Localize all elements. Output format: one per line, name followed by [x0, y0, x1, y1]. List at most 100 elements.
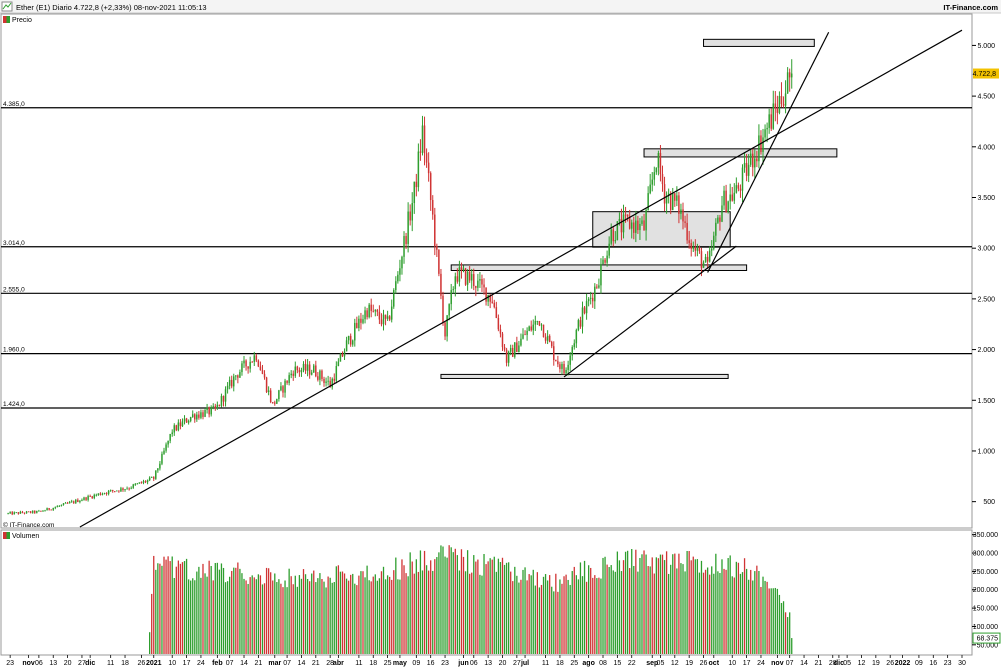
volume-legend: Volumen: [3, 532, 39, 540]
volume-legend-swatch-down: [3, 532, 7, 539]
volume-y-tick-label: 350.000: [973, 532, 998, 539]
candle-body: [226, 385, 229, 390]
candle-body: [464, 268, 467, 285]
date-tick-label: 18: [556, 660, 564, 667]
candle-body: [585, 301, 588, 314]
candle-body: [294, 366, 297, 376]
candle-body: [780, 96, 783, 105]
candle-body: [204, 410, 206, 417]
candle-body: [587, 298, 590, 302]
candle-body: [302, 363, 305, 371]
candle-body: [692, 246, 695, 249]
candle-body: [717, 217, 719, 223]
candle-body: [772, 103, 775, 129]
candle-body: [483, 284, 485, 288]
candle-body: [105, 493, 108, 494]
candle-body: [165, 444, 167, 451]
date-tick-label: 06: [35, 660, 43, 667]
candle-body: [786, 72, 789, 94]
candle-body: [214, 406, 217, 409]
candle-body: [362, 319, 364, 323]
chart-title: Ether (E1) Diario 4.722,8 (+2,33%) 08-no…: [16, 3, 207, 12]
candle-body: [370, 304, 372, 311]
candle-body: [196, 414, 198, 420]
candle-body: [754, 158, 756, 168]
candle-body: [788, 72, 791, 78]
horizontal-level-label: 4.385,0: [3, 101, 25, 108]
candle-body: [58, 505, 61, 507]
date-tick-label: 12: [671, 660, 679, 667]
candle-body: [641, 220, 643, 224]
candle-body: [657, 153, 660, 168]
candle-body: [386, 316, 389, 319]
date-tick-label: 09: [915, 660, 923, 667]
candle-body: [206, 407, 208, 411]
candle-body: [643, 220, 645, 231]
last-price-badge: [973, 68, 999, 79]
candle-body: [415, 181, 418, 188]
candle-body: [706, 256, 709, 262]
date-tick-label: 11: [107, 660, 114, 667]
candle-body: [384, 314, 387, 319]
candle-body: [501, 333, 504, 348]
date-tick-label: 14: [240, 660, 248, 667]
horizontal-level-label: 1.960,0: [3, 347, 25, 354]
candle-body: [569, 355, 571, 365]
last-price-label: 4.722,8: [973, 71, 996, 78]
candle-body: [419, 151, 422, 153]
price-y-tick-label: 3.500: [977, 195, 995, 202]
candle-body: [134, 484, 137, 485]
candle-body: [153, 477, 155, 479]
candle-body: [610, 229, 612, 244]
date-tick-label: 24: [757, 660, 765, 667]
candle-body: [616, 221, 619, 241]
candle-body: [598, 285, 600, 288]
candle-body: [364, 310, 366, 320]
candle-body: [101, 493, 104, 495]
candle-body: [347, 335, 350, 341]
candle-body: [770, 114, 772, 129]
candle-body: [442, 295, 444, 323]
candle-body: [745, 162, 748, 176]
candle-body: [36, 511, 38, 513]
candle-body: [34, 510, 36, 513]
date-tick-label: 26: [886, 660, 894, 667]
candle-body: [15, 512, 18, 514]
date-tick-label: 06: [470, 660, 478, 667]
candle-body: [48, 508, 50, 510]
last-volume-label: 68.375: [977, 636, 999, 643]
candle-body: [89, 496, 91, 497]
candle-body: [686, 222, 688, 241]
candle-body: [719, 217, 721, 222]
candle-body: [589, 297, 592, 299]
candle-body: [310, 372, 313, 375]
candle-body: [7, 513, 9, 514]
candle-body: [333, 378, 336, 381]
candle-body: [481, 279, 483, 285]
candle-body: [349, 335, 352, 345]
date-tick-label: abr: [333, 660, 344, 667]
date-tick-label: 20: [64, 660, 72, 667]
candle-body: [130, 487, 132, 489]
date-tick-label: 25: [570, 660, 578, 667]
candle-body: [95, 494, 98, 496]
candle-body: [212, 406, 214, 408]
date-tick-label: nov: [22, 660, 35, 667]
candle-body: [577, 320, 580, 330]
candle-body: [503, 347, 506, 350]
candle-body: [680, 209, 682, 214]
date-tick-label: 14: [298, 660, 306, 667]
candle-body: [678, 195, 680, 214]
watermark: © IT-Finance.com: [3, 521, 54, 529]
candle-body: [735, 185, 738, 193]
candle-body: [68, 501, 71, 504]
candle-body: [358, 318, 360, 329]
candle-body: [606, 255, 608, 263]
candle-body: [341, 353, 344, 357]
date-tick-label: 19: [872, 660, 880, 667]
candle-body: [421, 125, 424, 153]
candle-body: [181, 421, 184, 427]
date-tick-label: ago: [582, 660, 594, 667]
candle-body: [622, 214, 625, 233]
candle-body: [313, 365, 315, 373]
